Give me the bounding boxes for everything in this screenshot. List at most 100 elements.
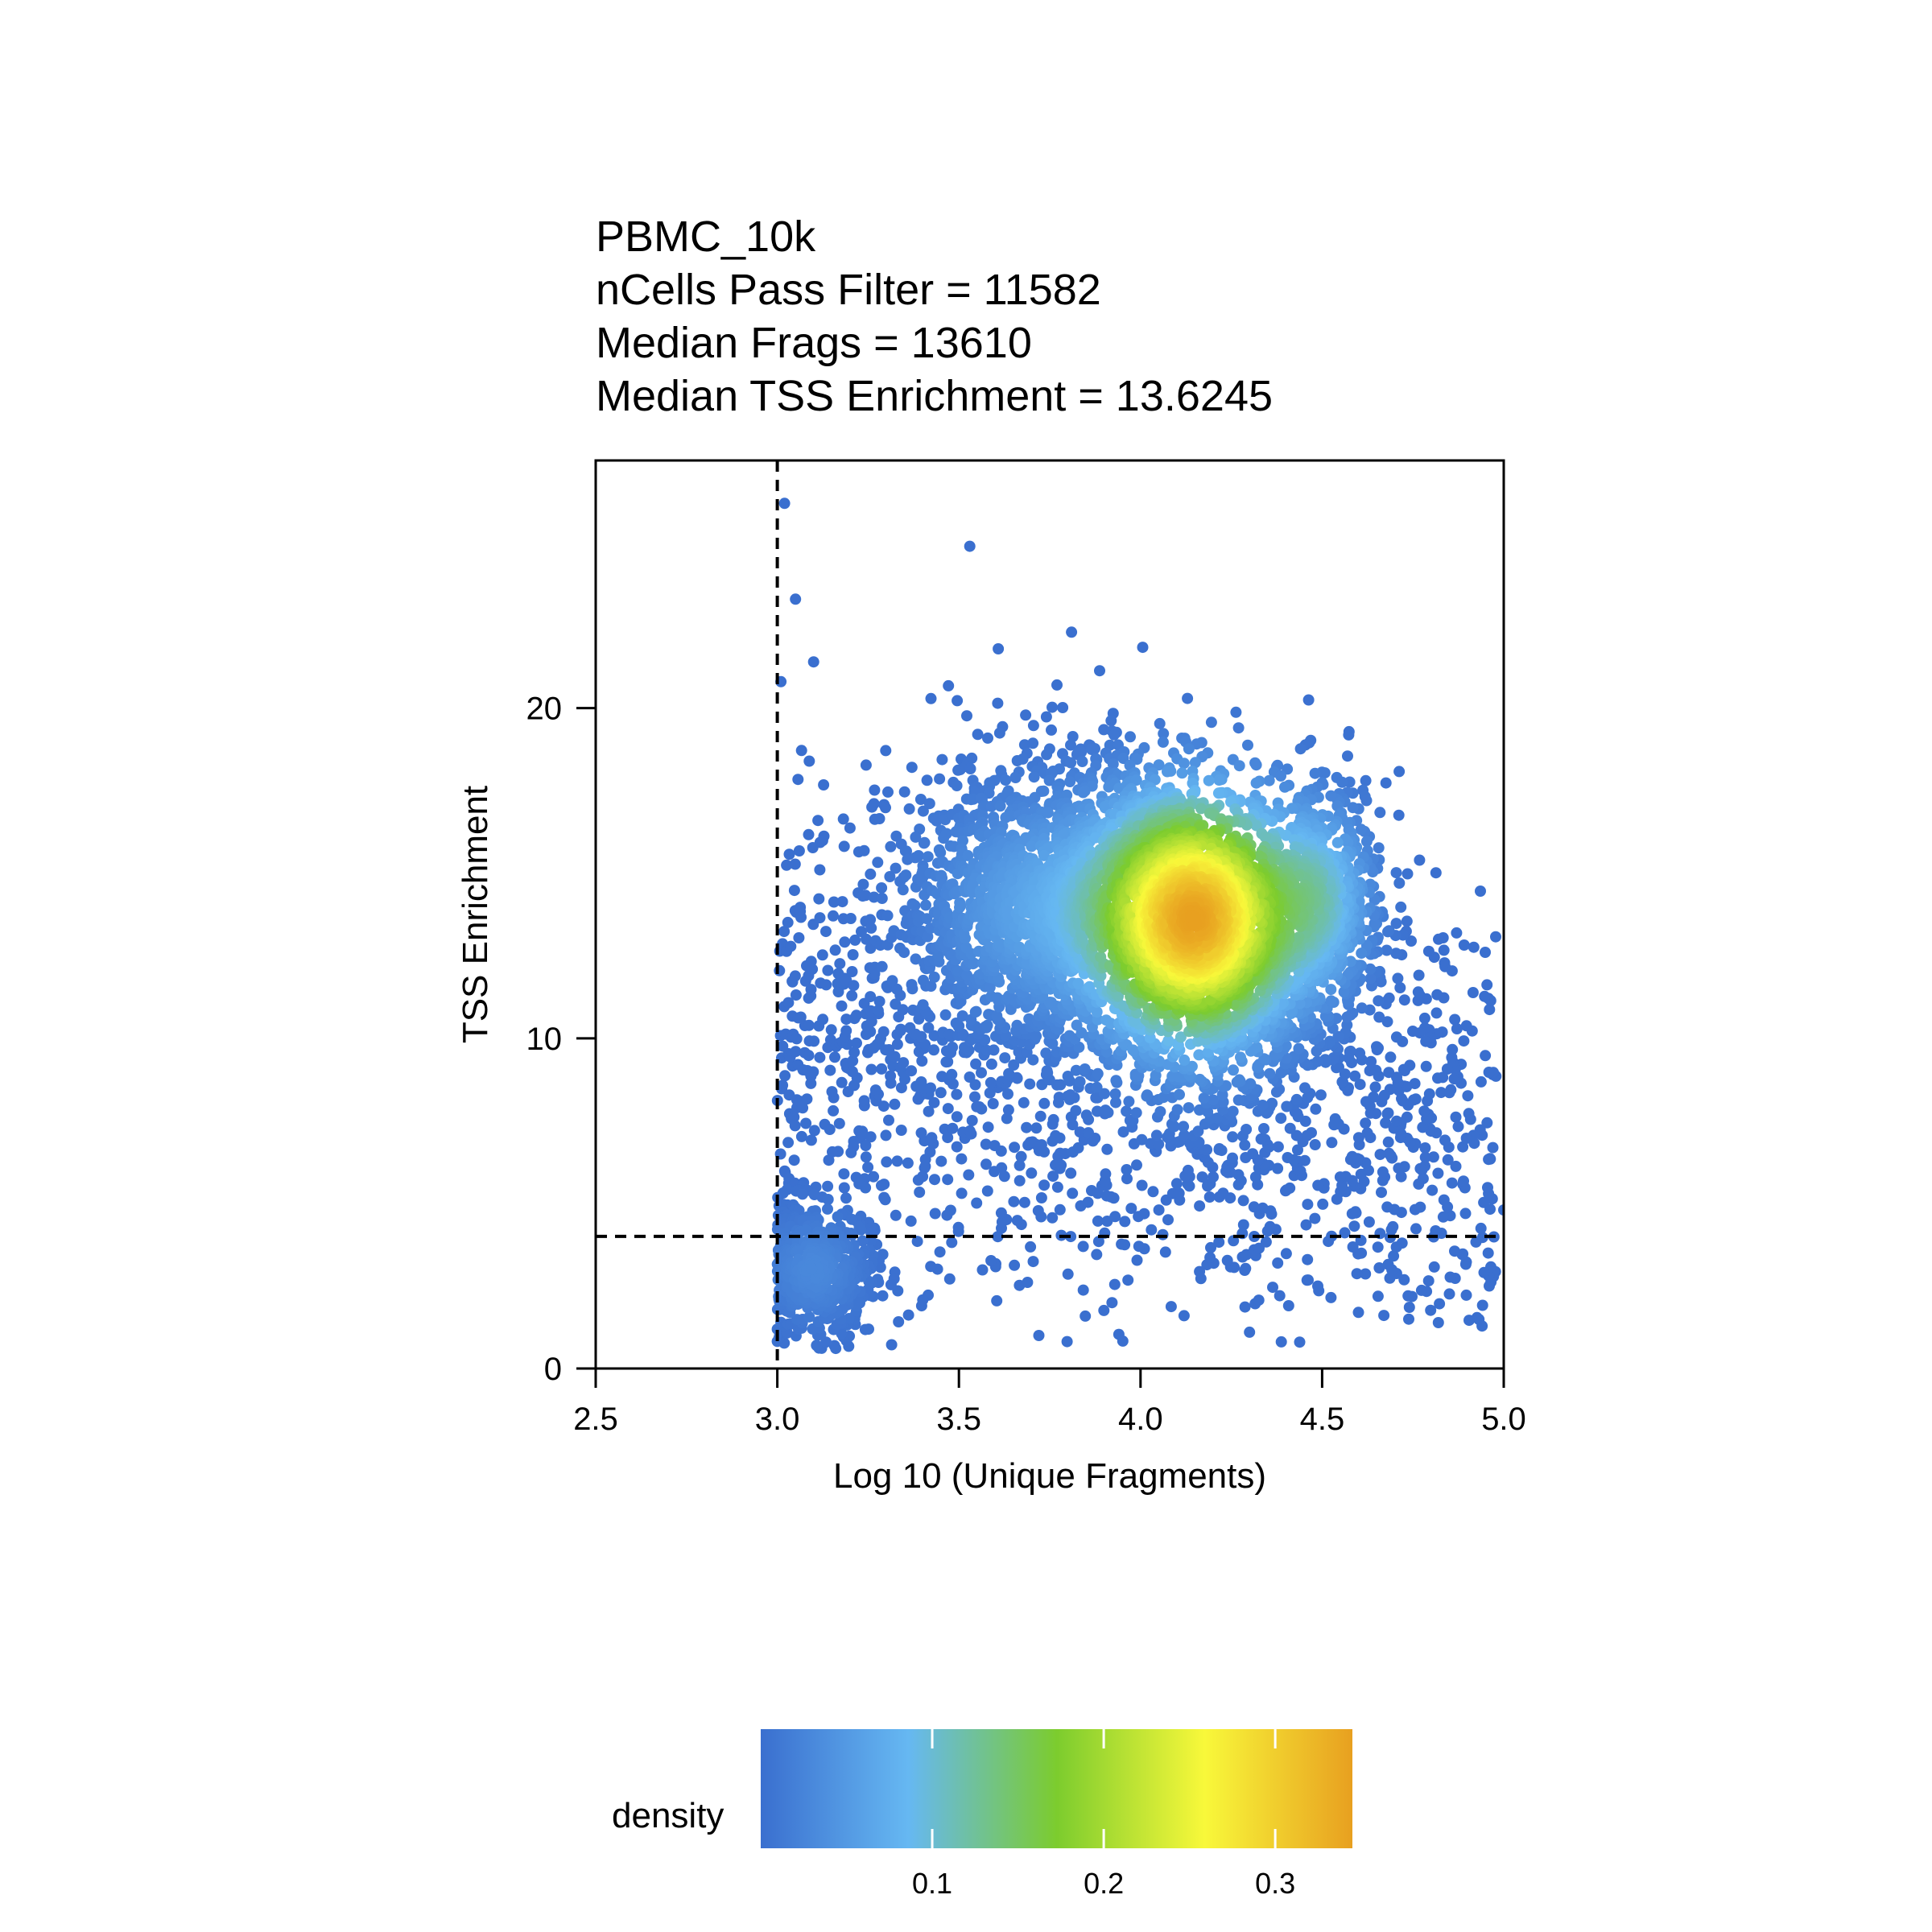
data-point <box>993 938 1005 949</box>
data-point <box>1402 1290 1414 1302</box>
data-point <box>1449 1245 1460 1257</box>
data-point <box>1178 758 1190 770</box>
data-point <box>849 934 861 946</box>
data-point <box>1475 1075 1487 1088</box>
data-point <box>943 1028 956 1040</box>
data-point <box>1121 1105 1133 1117</box>
data-point <box>783 848 795 861</box>
data-point <box>1193 1049 1205 1061</box>
data-point <box>969 1091 980 1103</box>
data-point <box>822 1203 833 1215</box>
data-point <box>1105 1191 1117 1203</box>
data-point <box>895 1125 907 1136</box>
data-point <box>1264 1220 1276 1232</box>
data-point <box>1110 1096 1121 1108</box>
data-point <box>1373 1262 1385 1274</box>
data-point <box>857 1235 869 1247</box>
data-point <box>848 1046 861 1059</box>
data-point <box>1338 986 1350 998</box>
data-point <box>1237 1195 1249 1207</box>
data-point <box>1092 1236 1104 1248</box>
data-point <box>1153 1204 1165 1216</box>
data-point <box>902 1157 914 1169</box>
data-point <box>1189 757 1201 769</box>
data-point <box>1480 947 1491 958</box>
data-point <box>789 858 801 870</box>
data-point <box>993 643 1005 654</box>
data-point <box>1119 1239 1131 1251</box>
data-point <box>1441 1063 1453 1075</box>
data-point <box>1381 1108 1393 1120</box>
data-point <box>1355 824 1367 836</box>
data-point <box>828 1340 840 1352</box>
data-point <box>1317 1198 1329 1210</box>
data-point <box>1446 1177 1458 1189</box>
data-point <box>915 1030 927 1042</box>
data-point <box>915 1076 927 1088</box>
data-point <box>877 1100 890 1113</box>
data-point <box>793 932 805 943</box>
data-point <box>1343 729 1355 741</box>
data-point <box>956 1010 968 1022</box>
data-point <box>1383 1067 1395 1079</box>
data-point <box>1011 1215 1023 1227</box>
data-point <box>847 1055 859 1067</box>
data-point <box>865 914 877 926</box>
data-point <box>985 1255 997 1266</box>
data-point <box>910 831 922 843</box>
data-point <box>1241 1124 1253 1135</box>
data-point <box>1302 1199 1314 1211</box>
data-point <box>847 949 859 960</box>
data-point <box>1203 1191 1216 1203</box>
data-point <box>1439 957 1451 969</box>
data-point <box>1070 1104 1082 1117</box>
data-point <box>865 868 877 880</box>
data-point <box>1419 1151 1431 1163</box>
data-point <box>1046 1212 1059 1224</box>
data-point <box>928 1030 940 1042</box>
data-point <box>1051 1046 1063 1058</box>
data-point <box>840 1192 852 1204</box>
data-point <box>984 1087 996 1099</box>
data-point <box>1410 1223 1422 1235</box>
data-point <box>947 1042 959 1053</box>
data-point <box>1109 1211 1121 1223</box>
data-point <box>1430 1225 1442 1236</box>
data-point <box>788 1111 800 1123</box>
data-point <box>1024 1078 1036 1090</box>
data-point <box>991 1009 1003 1022</box>
data-point <box>1064 1089 1076 1101</box>
data-point <box>820 979 832 991</box>
data-point <box>1294 1336 1306 1348</box>
data-point <box>911 1236 923 1248</box>
data-point <box>825 1024 837 1036</box>
data-point <box>943 1273 956 1285</box>
data-point <box>822 1194 834 1205</box>
data-point <box>805 1134 817 1146</box>
data-point <box>816 835 828 847</box>
data-point <box>838 840 850 852</box>
data-point <box>1356 1002 1368 1014</box>
data-point <box>1067 1187 1079 1199</box>
data-point <box>1227 1105 1239 1117</box>
data-point <box>1026 1136 1038 1148</box>
data-point <box>836 896 848 908</box>
data-point <box>1290 1093 1302 1105</box>
data-point <box>1136 1179 1148 1191</box>
data-point <box>1022 1277 1034 1288</box>
data-point <box>833 1117 845 1129</box>
data-point <box>1463 1108 1475 1120</box>
data-point <box>1051 679 1063 691</box>
data-point <box>1248 1201 1260 1213</box>
data-point <box>995 1207 1007 1219</box>
data-point <box>814 864 826 876</box>
data-point <box>923 1022 935 1034</box>
data-point <box>984 981 996 993</box>
data-point <box>865 991 877 1003</box>
data-point <box>1077 1241 1089 1253</box>
data-point <box>1002 1088 1013 1100</box>
data-point <box>1038 1179 1051 1191</box>
data-point <box>1108 1278 1121 1290</box>
data-point <box>1460 1133 1472 1144</box>
data-point <box>1244 1326 1256 1338</box>
